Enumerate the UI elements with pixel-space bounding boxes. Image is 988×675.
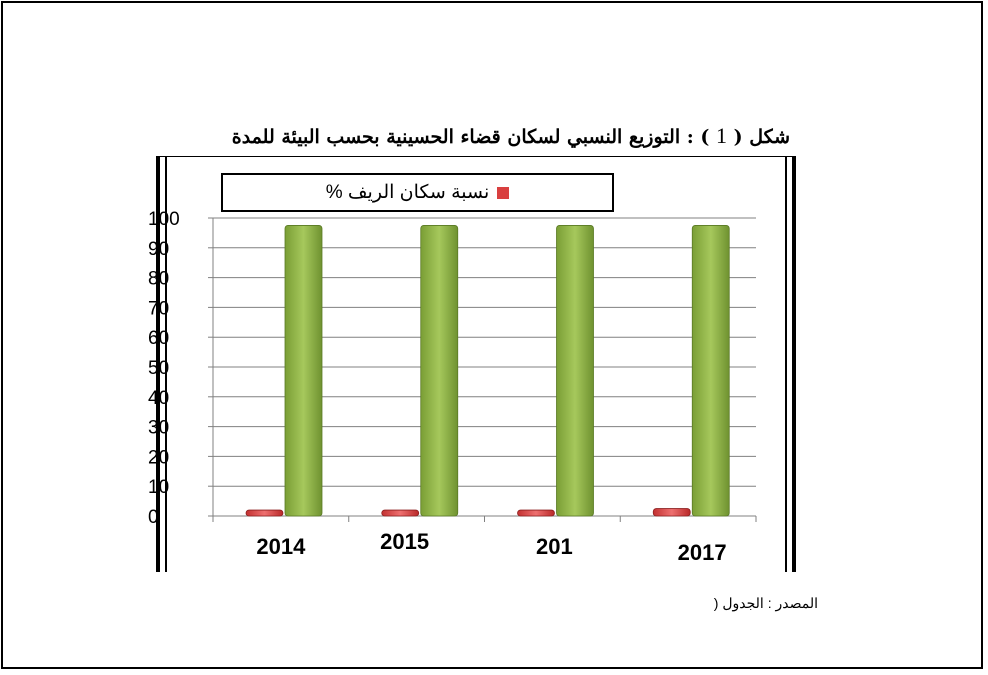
source-note: المصدر : الجدول ( (714, 595, 818, 612)
y-tick-label-50: 50 (148, 358, 169, 379)
bar-201-series-0 (518, 510, 555, 516)
y-tick-label-80: 80 (148, 269, 169, 290)
bar-2015-series-1 (421, 225, 458, 516)
legend-label-rural: نسبة سكان الريف % (326, 181, 490, 204)
legend: نسبة سكان الريف % (221, 173, 614, 212)
y-tick-label-70: 70 (148, 298, 169, 319)
bar-2014-series-0 (246, 510, 283, 516)
bar-201-series-1 (557, 225, 594, 516)
bar-2015-series-0 (382, 510, 419, 516)
x-category-label-2014: 2014 (256, 534, 306, 559)
y-tick-label-40: 40 (148, 388, 169, 409)
x-category-label-201: 201 (536, 534, 573, 559)
y-tick-label-20: 20 (148, 447, 169, 468)
y-tick-label-10: 10 (148, 477, 169, 498)
bar-2017-series-1 (692, 225, 729, 516)
y-tick-label-90: 90 (148, 239, 169, 260)
y-tick-label-100: 100 (148, 209, 180, 230)
y-tick-label-0: 0 (148, 507, 159, 528)
bar-2017-series-0 (653, 509, 690, 516)
bar-2014-series-1 (285, 225, 322, 516)
y-tick-label-30: 30 (148, 418, 169, 439)
legend-swatch-rural (497, 187, 509, 199)
y-tick-label-60: 60 (148, 328, 169, 349)
x-category-label-2015: 2015 (380, 529, 429, 554)
x-category-label-2017: 2017 (678, 540, 727, 565)
